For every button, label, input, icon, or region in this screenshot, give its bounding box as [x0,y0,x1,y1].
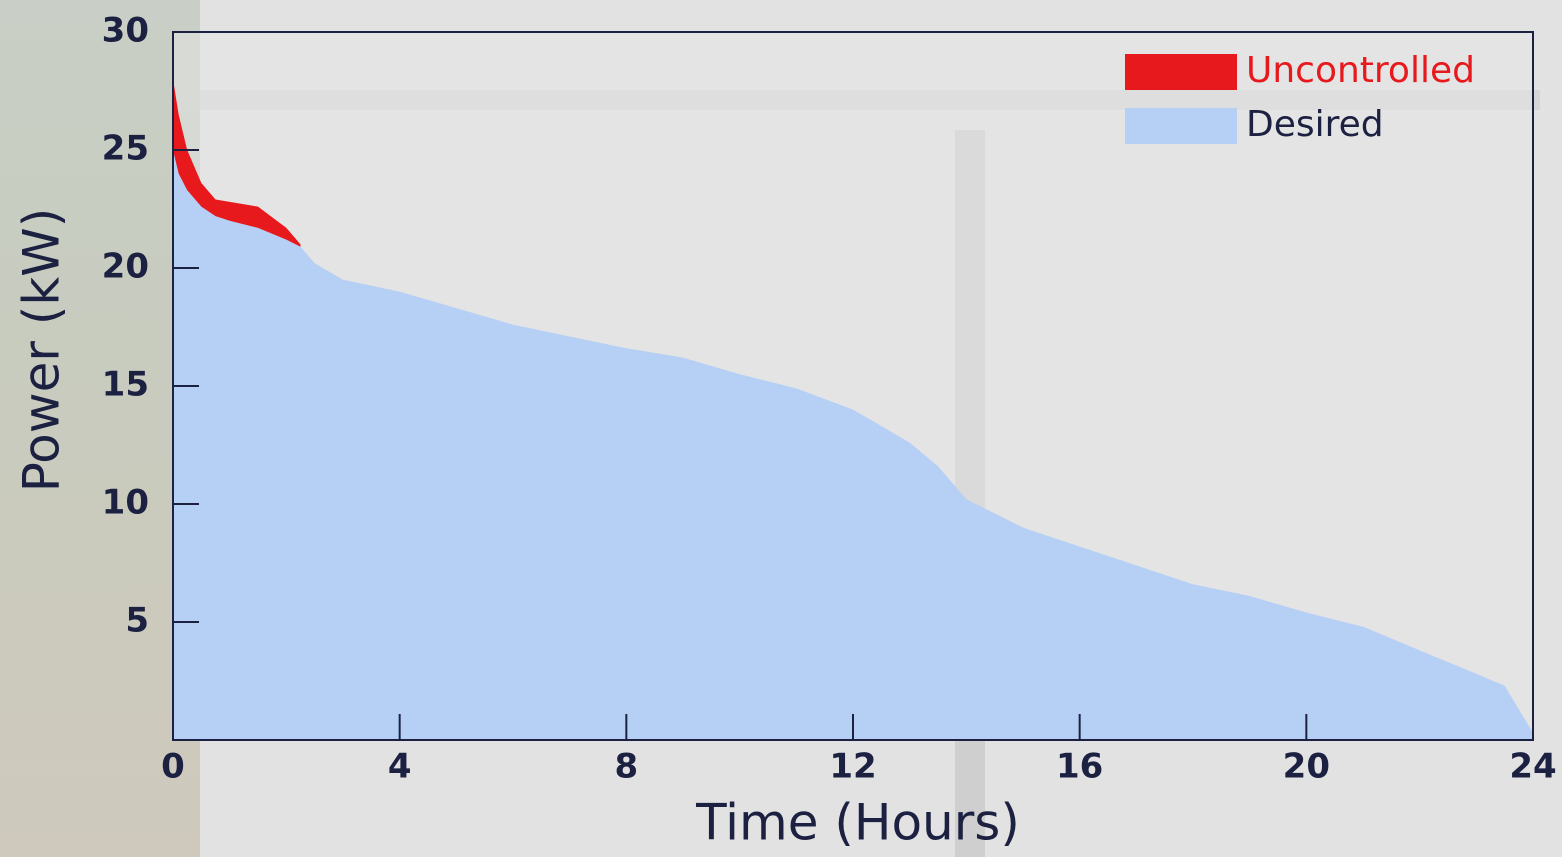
x-tick-label: 12 [829,747,876,787]
x-tick-label: 0 [161,747,185,787]
y-tick-label: 30 [102,11,149,51]
area-1 [173,150,1533,740]
legend-label: Uncontrolled [1246,50,1475,91]
y-tick-label: 5 [125,601,149,641]
y-axis-label: Power (kW) [13,208,71,492]
y-tick-label: 25 [102,129,149,169]
legend-swatch [1125,108,1237,144]
legend-label: Desired [1246,104,1384,145]
x-axis-label: Time (Hours) [695,794,1020,852]
x-tick-label: 8 [614,747,638,787]
y-tick-label: 15 [102,365,149,405]
x-tick-label: 4 [388,747,412,787]
x-tick-label: 20 [1283,747,1330,787]
y-tick-label: 10 [102,483,149,523]
y-tick-label: 20 [102,247,149,287]
x-tick-label: 24 [1509,747,1556,787]
legend-swatch [1125,54,1237,90]
x-tick-label: 16 [1056,747,1103,787]
